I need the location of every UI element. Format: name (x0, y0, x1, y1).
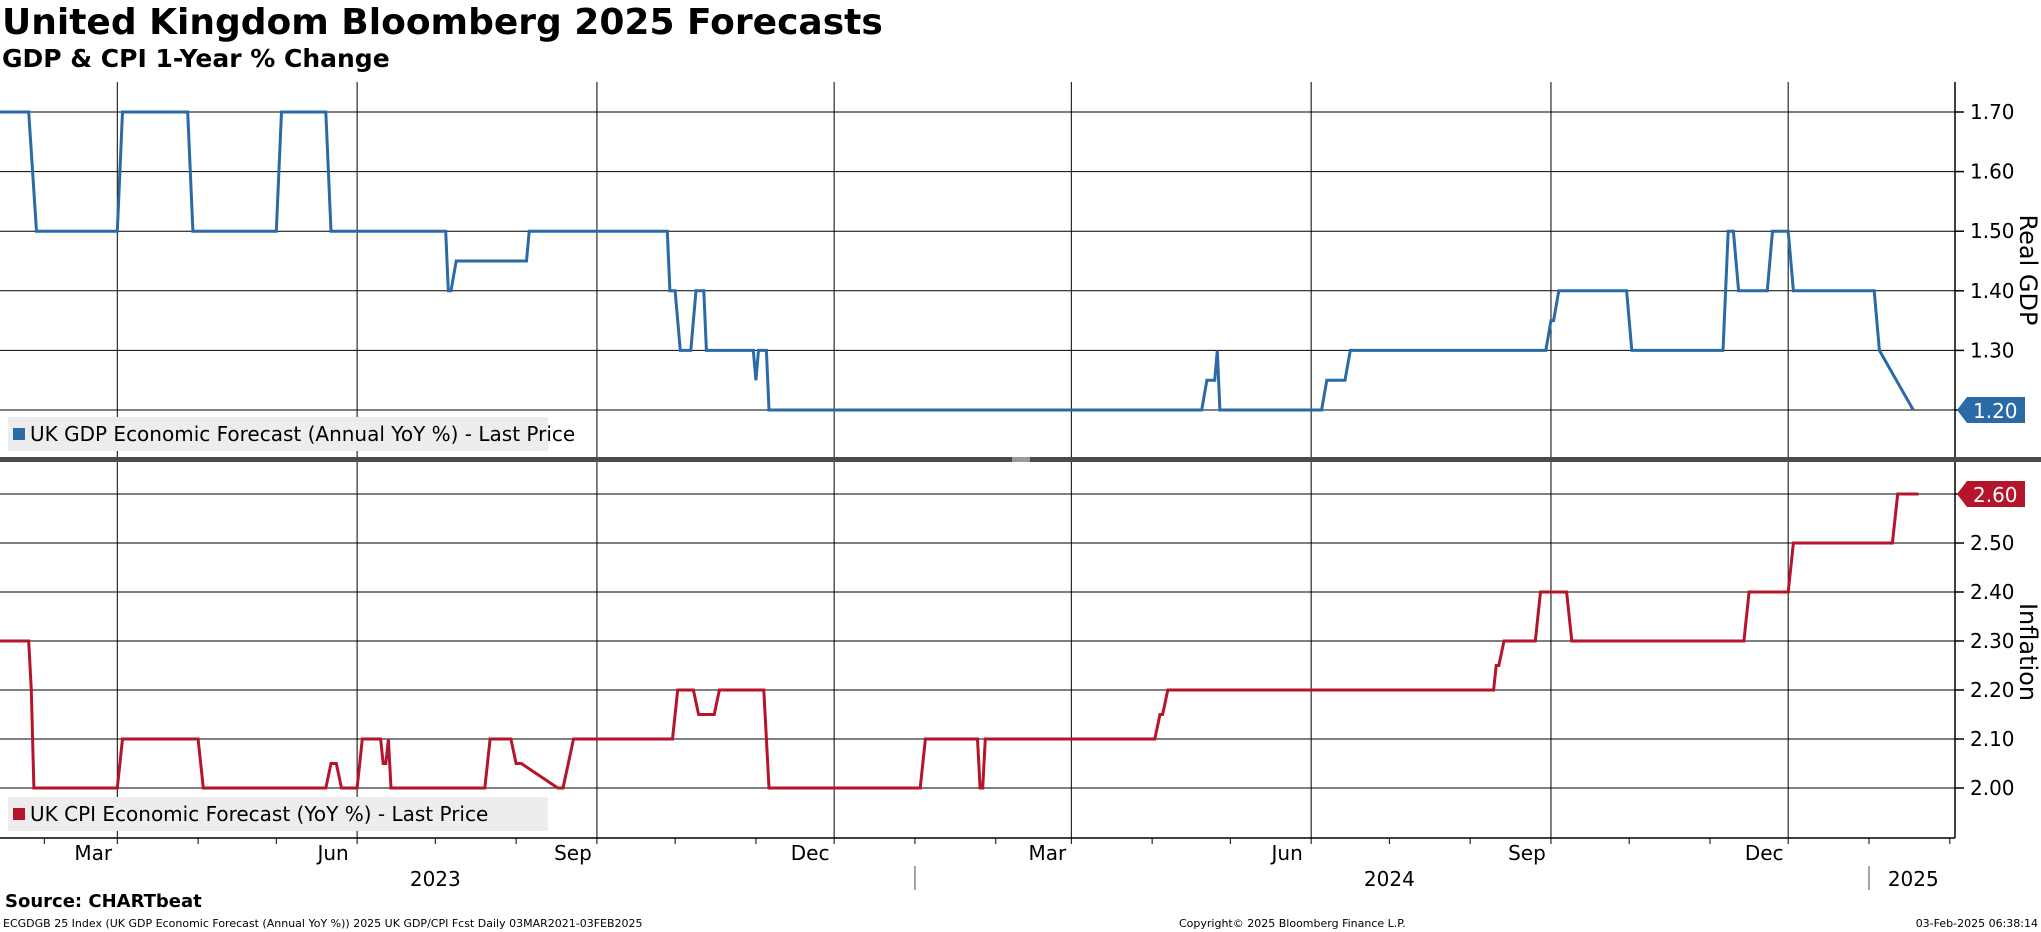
legend-label: UK GDP Economic Forecast (Annual YoY %) … (30, 422, 575, 446)
x-month-label: Dec (1745, 841, 1784, 865)
last-price-tag (1957, 397, 2025, 423)
last-price-label: 2.60 (1973, 483, 2018, 507)
y-tick-label: 1.30 (1970, 338, 2015, 362)
x-month-label: Sep (554, 841, 592, 865)
y-tick-label: 2.20 (1970, 678, 2015, 702)
legend-swatch (13, 428, 25, 440)
y-tick-label: 1.40 (1970, 279, 2015, 303)
footer-timestamp: 03-Feb-2025 06:38:14 (1915, 917, 2038, 930)
x-month-label: Mar (1028, 841, 1067, 865)
axis-layer: 1.70 1.60 1.50 1.40 1.30 Real GDP 1.20 UK GDP E… (0, 82, 2041, 891)
x-month-label: Jun (1270, 841, 1303, 865)
panel-divider-handle (1012, 457, 1030, 462)
x-month-label: Mar (74, 841, 113, 865)
last-price-label: 1.20 (1973, 399, 2018, 423)
y-tick-label: 2.40 (1970, 580, 2015, 604)
series-line (0, 110, 1915, 412)
footer-ticker-info: ECGDGB 25 Index (UK GDP Economic Forecas… (3, 917, 643, 930)
y-tick-label: 1.60 (1970, 160, 2015, 184)
legend-swatch (13, 808, 25, 820)
y-axis-title: Real GDP (2014, 215, 2041, 326)
grid-layer (0, 82, 1955, 838)
y-tick-label: 2.00 (1970, 776, 2015, 800)
legend-box (8, 417, 548, 451)
chart-subtitle: GDP & CPI 1-Year % Change (2, 44, 390, 73)
x-month-label: Sep (1508, 841, 1546, 865)
legend-label: UK CPI Economic Forecast (YoY %) - Last … (30, 802, 488, 826)
legend-box (8, 797, 548, 831)
x-month-label: Dec (791, 841, 830, 865)
footer-copyright: Copyright© 2025 Bloomberg Finance L.P. (1179, 917, 1406, 930)
x-year-label: 2025 (1888, 867, 1939, 891)
series-line (0, 492, 1919, 790)
y-tick-label: 1.70 (1970, 100, 2015, 124)
x-year-label: 2024 (1364, 867, 1415, 891)
y-tick-label: 2.30 (1970, 629, 2015, 653)
x-month-label: Jun (315, 841, 348, 865)
source-note: Source: CHARTbeat (5, 891, 202, 912)
y-tick-label: 1.50 (1970, 219, 2015, 243)
last-price-tag (1957, 481, 2025, 507)
y-axis-title: Inflation (2014, 603, 2041, 701)
y-tick-label: 2.10 (1970, 727, 2015, 751)
y-tick-label: 2.50 (1970, 531, 2015, 555)
chart-title: United Kingdom Bloomberg 2025 Forecasts (2, 2, 883, 43)
x-year-label: 2023 (410, 867, 461, 891)
series-layer (0, 110, 1919, 790)
